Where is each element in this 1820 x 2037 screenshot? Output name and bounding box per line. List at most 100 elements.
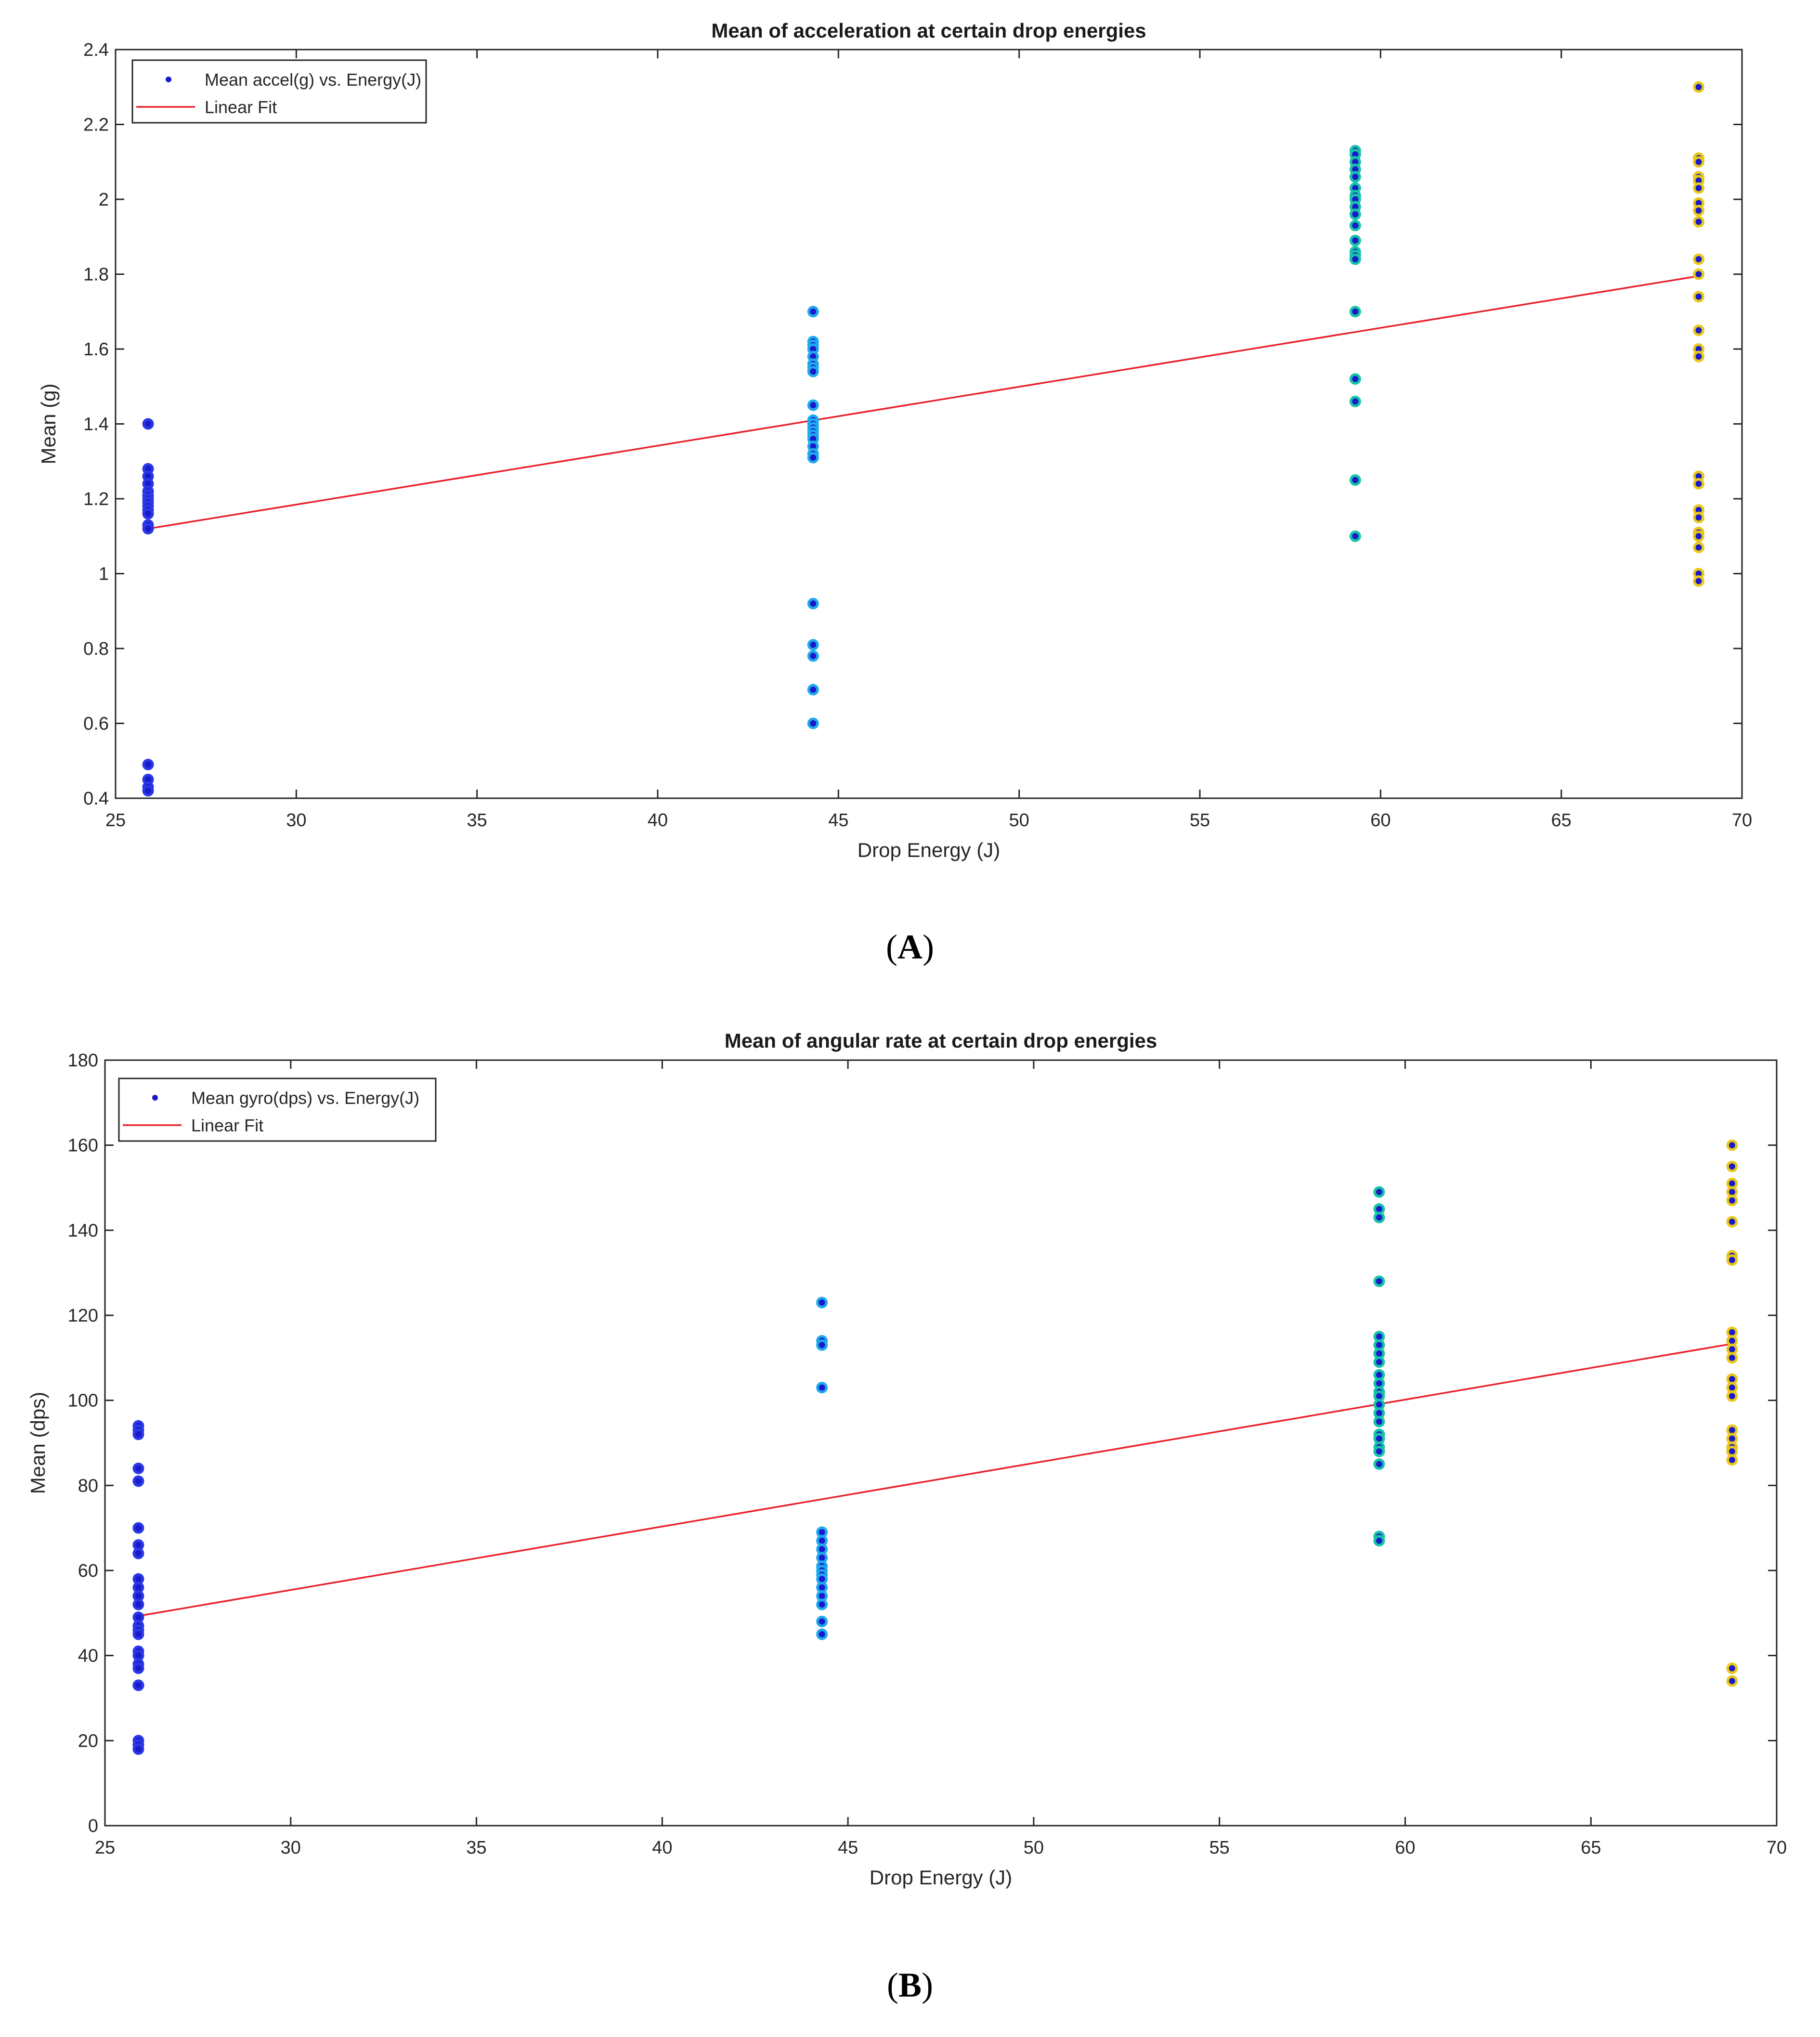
data-point [145, 510, 152, 517]
y-tick-label: 2 [99, 190, 109, 210]
data-point [135, 1614, 142, 1621]
data-point [1695, 571, 1702, 577]
data-point [1376, 1333, 1382, 1340]
data-point [819, 1384, 825, 1391]
data-point [1352, 477, 1359, 483]
legend-box [131, 59, 427, 124]
data-point [1729, 1384, 1735, 1391]
plot-area-frame [115, 49, 1743, 799]
data-point [135, 1652, 142, 1659]
y-axis-label: Mean (g) [37, 383, 60, 464]
data-point [1376, 1461, 1382, 1467]
acceleration-chart: 25 30 35 40 45 50 55 60 65 70 0.4 0.6 0.8 1 1.2 1.4 1.6 1… [37, 19, 1752, 861]
y-tick-label: 180 [68, 1051, 98, 1071]
data-point [1376, 1435, 1382, 1442]
y-tick-label: 80 [78, 1476, 98, 1496]
data-point [1376, 1410, 1382, 1416]
data-point [1695, 219, 1702, 225]
x-tick-label: 70 [1767, 1838, 1787, 1858]
data-point [1376, 1401, 1382, 1408]
x-tick-label: 25 [105, 810, 126, 830]
data-point [145, 525, 152, 532]
data-point [135, 1584, 142, 1591]
y-tick-label: 60 [78, 1561, 98, 1581]
x-tick-label: 25 [95, 1838, 115, 1858]
data-point [135, 1746, 142, 1752]
data-point [1695, 473, 1702, 480]
data-point [145, 473, 152, 480]
panel-label-a: (A) [886, 928, 934, 966]
data-point [1729, 1219, 1735, 1225]
data-point [1352, 222, 1359, 229]
data-point [1376, 1537, 1382, 1544]
data-point [1729, 1142, 1735, 1149]
y-tick-label: 20 [78, 1731, 98, 1751]
data-point [810, 641, 817, 648]
chart-title: Mean of angular rate at certain drop ene… [725, 1029, 1157, 1052]
legend-marker-points [152, 1095, 158, 1101]
legend-box [118, 1077, 437, 1142]
data-point [1352, 376, 1359, 382]
x-tick-label: 30 [286, 810, 306, 830]
data-point [1695, 346, 1702, 352]
linear-fit-line [138, 1343, 1732, 1617]
data-point [1376, 1206, 1382, 1212]
data-point [1352, 237, 1359, 244]
data-point [145, 480, 152, 487]
data-point [1729, 1456, 1735, 1463]
data-point [1376, 1359, 1382, 1365]
data-point [1729, 1665, 1735, 1672]
data-point [810, 368, 817, 375]
data-point [1695, 84, 1702, 91]
y-tick-label: 40 [78, 1646, 98, 1666]
data-point [810, 600, 817, 607]
data-point [1729, 1354, 1735, 1361]
data-point [810, 346, 817, 352]
y-tick-label: 160 [68, 1136, 98, 1156]
data-point [135, 1665, 142, 1672]
data-point [1352, 398, 1359, 405]
legend-marker-points [166, 77, 171, 82]
data-point [1695, 533, 1702, 540]
data-point [819, 1618, 825, 1625]
x-tick-label: 45 [838, 1838, 858, 1858]
data-point [810, 454, 817, 461]
data-point [1352, 158, 1359, 165]
data-point [1352, 196, 1359, 203]
data-point [819, 1593, 825, 1599]
data-point [1352, 204, 1359, 210]
data-point [1695, 578, 1702, 584]
data-point [1729, 1163, 1735, 1170]
data-point [810, 443, 817, 450]
x-axis-label: Drop Energy (J) [858, 839, 1000, 861]
y-axis-label: Mean (dps) [26, 1392, 49, 1494]
data-point [1695, 158, 1702, 165]
data-point [135, 1550, 142, 1557]
data-point [819, 1529, 825, 1535]
data-point [145, 466, 152, 472]
data-point [1376, 1448, 1382, 1455]
data-point [135, 1631, 142, 1637]
data-point [1695, 256, 1702, 262]
legend-label-points: Mean accel(g) vs. Energy(J) [205, 70, 421, 90]
x-tick-label: 65 [1551, 810, 1572, 830]
data-point [1729, 1678, 1735, 1685]
data-point [819, 1584, 825, 1591]
data-point [1729, 1427, 1735, 1433]
data-point [810, 720, 817, 727]
data-point [1352, 211, 1359, 218]
data-point [1729, 1257, 1735, 1263]
data-point [1729, 1376, 1735, 1382]
data-point [810, 308, 817, 315]
data-point [810, 436, 817, 442]
data-point [1729, 1346, 1735, 1353]
data-point [135, 1478, 142, 1484]
data-point [810, 353, 817, 360]
y-tick-label: 120 [68, 1306, 98, 1326]
data-point [810, 402, 817, 409]
data-point [1376, 1189, 1382, 1195]
data-point [1695, 480, 1702, 487]
data-point [1695, 177, 1702, 184]
data-point [1729, 1435, 1735, 1442]
y-tick-label: 1.2 [83, 489, 109, 509]
